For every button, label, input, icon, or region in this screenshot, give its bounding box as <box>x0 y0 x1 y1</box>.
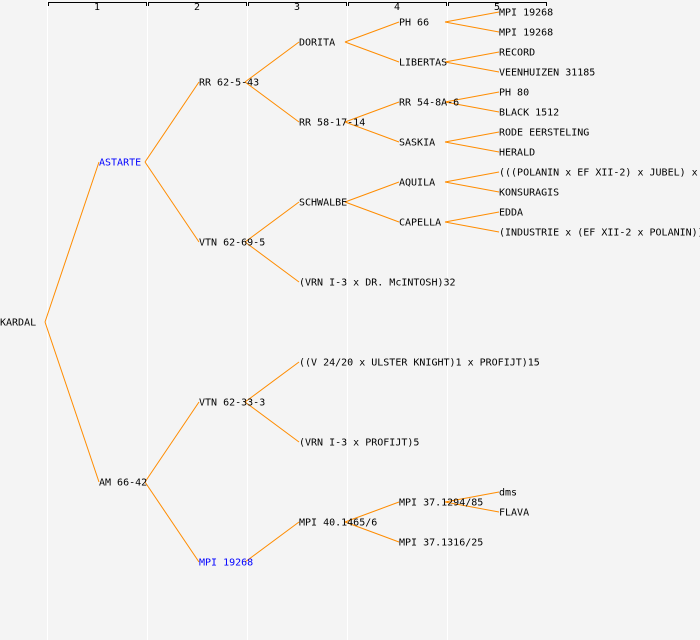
pedigree-link <box>344 21 400 43</box>
pedigree-node-n7[interactable]: DORITA <box>299 38 335 49</box>
pedigree-node-n12[interactable]: (VRN I-3 x PROFIJT)5 <box>299 438 419 449</box>
pedigree-link <box>444 101 500 113</box>
pedigree-link <box>244 361 300 403</box>
pedigree-link <box>444 491 500 503</box>
pedigree-link <box>244 401 300 443</box>
pedigree-link <box>344 101 400 123</box>
pedigree-link <box>344 501 400 523</box>
pedigree-node-n18[interactable]: AQUILA <box>399 178 435 189</box>
pedigree-node-n31[interactable]: KONSURAGIS <box>499 188 559 199</box>
pedigree-node-n22[interactable]: MPI 19268 <box>499 8 553 19</box>
pedigree-node-n14[interactable]: PH 66 <box>399 18 429 29</box>
pedigree-link <box>444 91 500 103</box>
pedigree-node-n27[interactable]: BLACK 1512 <box>499 108 559 119</box>
pedigree-node-n13[interactable]: MPI 40.1465/6 <box>299 518 377 529</box>
generation-bracket <box>448 2 547 6</box>
pedigree-link <box>344 41 400 63</box>
pedigree-link <box>144 81 200 163</box>
pedigree-node-n3[interactable]: RR 62-5-43 <box>199 78 259 89</box>
pedigree-link <box>244 201 300 243</box>
generation-bracket <box>48 2 147 6</box>
generation-bracket <box>248 2 347 6</box>
pedigree-node-n19[interactable]: CAPELLA <box>399 218 441 229</box>
pedigree-link <box>344 121 400 143</box>
pedigree-link <box>144 401 200 483</box>
pedigree-link <box>344 201 400 223</box>
pedigree-node-n25[interactable]: VEENHUIZEN 31185 <box>499 68 595 79</box>
pedigree-link <box>444 221 500 233</box>
pedigree-node-n26[interactable]: PH 80 <box>499 88 529 99</box>
pedigree-node-n17[interactable]: SASKIA <box>399 138 435 149</box>
pedigree-node-n6[interactable]: MPI 19268 <box>199 558 253 569</box>
pedigree-node-n1[interactable]: ASTARTE <box>99 158 141 169</box>
pedigree-node-n9[interactable]: SCHWALBE <box>299 198 347 209</box>
pedigree-link <box>444 211 500 223</box>
generation-label: 4 <box>394 2 400 13</box>
pedigree-node-n2[interactable]: AM 66-42 <box>99 478 147 489</box>
pedigree-link <box>444 131 500 143</box>
pedigree-link <box>244 521 300 563</box>
pedigree-node-n28[interactable]: RODE EERSTELING <box>499 128 589 139</box>
pedigree-node-n15[interactable]: LIBERTAS <box>399 58 447 69</box>
generation-bracket <box>148 2 247 6</box>
pedigree-node-n16[interactable]: RR 54-8A-6 <box>399 98 459 109</box>
pedigree-link <box>44 321 100 483</box>
pedigree-link <box>444 171 500 183</box>
pedigree-node-n34[interactable]: dms <box>499 488 517 499</box>
pedigree-node-n35[interactable]: FLAVA <box>499 508 529 519</box>
pedigree-link <box>144 161 200 243</box>
pedigree-link <box>44 161 100 323</box>
pedigree-node-n11[interactable]: ((V 24/20 x ULSTER KNIGHT)1 x PROFIJT)15 <box>299 358 540 369</box>
pedigree-link <box>344 181 400 203</box>
pedigree-node-n23[interactable]: MPI 19268 <box>499 28 553 39</box>
generation-label: 3 <box>294 2 300 13</box>
pedigree-link <box>444 11 500 23</box>
pedigree-node-n20[interactable]: MPI 37.1294/85 <box>399 498 483 509</box>
pedigree-link <box>144 481 200 563</box>
pedigree-node-n10[interactable]: (VRN I-3 x DR. McINTOSH)32 <box>299 278 456 289</box>
pedigree-node-n8[interactable]: RR 58-17-14 <box>299 118 365 129</box>
pedigree-link <box>244 81 300 123</box>
pedigree-link <box>344 521 400 543</box>
pedigree-node-n21[interactable]: MPI 37.1316/25 <box>399 538 483 549</box>
pedigree-node-n5[interactable]: VTN 62-33-3 <box>199 398 265 409</box>
generation-label: 2 <box>194 2 200 13</box>
generation-label: 1 <box>94 2 100 13</box>
pedigree-link <box>444 501 500 513</box>
pedigree-link <box>444 141 500 153</box>
generation-label: 5 <box>494 2 500 13</box>
pedigree-node-n33[interactable]: (INDUSTRIE x (EF XII-2 x POLANIN)) <box>499 228 700 239</box>
pedigree-link <box>444 181 500 193</box>
generation-bracket <box>348 2 447 6</box>
pedigree-node-n4[interactable]: VTN 62-69-5 <box>199 238 265 249</box>
pedigree-node-n29[interactable]: HERALD <box>499 148 535 159</box>
pedigree-link <box>244 41 300 83</box>
pedigree-node-n24[interactable]: RECORD <box>499 48 535 59</box>
pedigree-node-n32[interactable]: EDDA <box>499 208 523 219</box>
pedigree-link <box>444 51 500 63</box>
pedigree-link <box>444 61 500 73</box>
pedigree-node-n30[interactable]: (((POLANIN x EF XII-2) x JUBEL) x <box>499 168 698 179</box>
pedigree-node-n0[interactable]: KARDAL <box>0 318 36 329</box>
pedigree-link <box>444 21 500 33</box>
pedigree-link <box>244 241 300 283</box>
